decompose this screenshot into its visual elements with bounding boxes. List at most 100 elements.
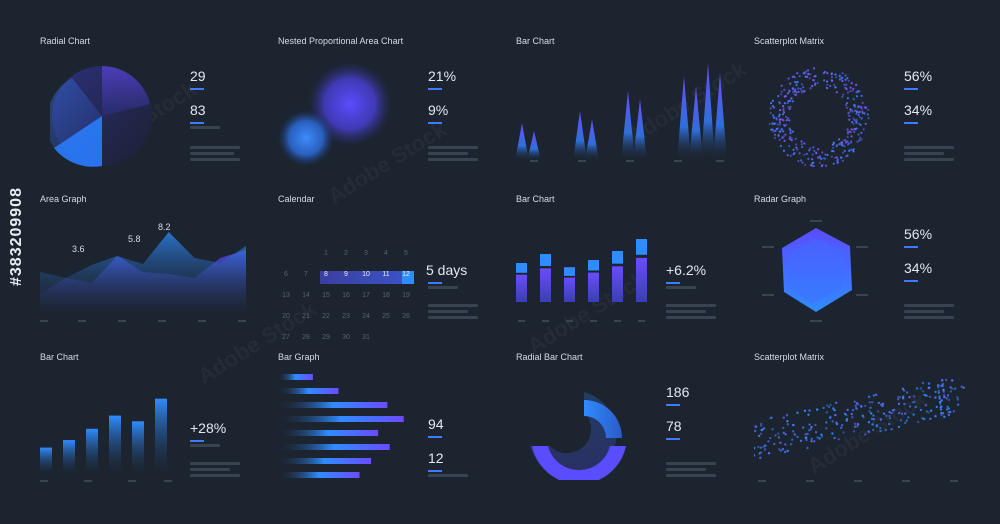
scatter-point — [953, 387, 957, 390]
scatter-point — [775, 117, 778, 120]
calendar-day[interactable]: 29 — [322, 334, 330, 341]
scatter-point — [823, 79, 826, 82]
bar — [588, 272, 599, 302]
calendar-day[interactable]: 10 — [362, 271, 370, 278]
calendar-day[interactable]: 20 — [282, 313, 290, 320]
scatter-point — [956, 398, 960, 401]
calendar-day[interactable]: 25 — [382, 313, 390, 320]
axis-tick — [810, 220, 822, 222]
calendar-day[interactable]: 23 — [342, 313, 350, 320]
stat-value: 29 — [190, 68, 206, 84]
scatter-point — [881, 402, 885, 405]
placeholder-line — [904, 146, 954, 149]
scatter-point — [860, 107, 863, 110]
calendar-day[interactable]: 11 — [382, 271, 390, 278]
scatter-point — [872, 394, 876, 397]
nested-area-panel: Nested Proportional Area Chart 21% 9% — [278, 36, 516, 196]
calendar-day[interactable]: 8 — [324, 271, 328, 278]
stat-underline — [190, 122, 204, 124]
scatter-point — [867, 421, 871, 424]
scatter-point — [852, 117, 855, 120]
axis-tick — [78, 320, 86, 322]
scatter-point — [794, 137, 797, 140]
calendar-day[interactable]: 9 — [344, 271, 348, 278]
scatter-point — [782, 135, 785, 138]
scatter-point — [818, 161, 821, 164]
calendar-selection — [320, 271, 414, 284]
calendar-day[interactable]: 2 — [344, 250, 348, 257]
scatter-point — [783, 88, 786, 91]
scatter-point — [810, 437, 813, 441]
calendar-day[interactable]: 14 — [302, 292, 310, 299]
scatter-point — [754, 446, 756, 450]
calendar-day[interactable]: 19 — [402, 292, 410, 299]
calendar-day[interactable]: 28 — [302, 334, 310, 341]
calendar-day[interactable]: 15 — [322, 292, 330, 299]
scatter-point — [840, 426, 843, 429]
calendar-day[interactable]: 6 — [284, 271, 288, 278]
calendar-day[interactable]: 16 — [342, 292, 350, 299]
scatter-point — [934, 415, 937, 418]
scatter-point — [877, 401, 880, 405]
bar — [40, 447, 52, 474]
calendar-day[interactable]: 21 — [302, 313, 310, 320]
axis-tick — [854, 480, 862, 482]
calendar-day[interactable]: 31 — [362, 334, 370, 341]
scatter-point — [934, 390, 937, 394]
scatter-point — [844, 78, 847, 81]
calendar-day[interactable]: 24 — [362, 313, 370, 320]
calendar-day[interactable]: 26 — [402, 313, 410, 320]
calendar-day[interactable]: 12 — [402, 271, 410, 278]
calendar-day[interactable]: 27 — [282, 334, 290, 341]
scatter-point — [813, 149, 816, 152]
calendar-day[interactable]: 3 — [364, 250, 368, 257]
scatter-point — [870, 417, 874, 421]
calendar-day[interactable]: 1 — [324, 250, 328, 257]
calendar-day[interactable]: 7 — [304, 271, 308, 278]
scatter-point — [831, 432, 834, 435]
scatter-point — [826, 72, 829, 75]
scatter-point — [841, 159, 844, 162]
scatter-point — [869, 406, 872, 409]
scatter-point — [801, 145, 804, 149]
scatter-point — [763, 448, 767, 451]
panel-title: Radial Bar Chart — [516, 352, 583, 362]
scatter-point — [943, 415, 946, 418]
calendar-day[interactable]: 18 — [382, 292, 390, 299]
calendar-day[interactable]: 4 — [384, 250, 388, 257]
placeholder-line — [666, 286, 696, 289]
placeholder-line — [904, 152, 944, 155]
scatter-point — [941, 383, 944, 386]
bar-chart-bottom — [40, 398, 167, 474]
scatter-point — [850, 135, 853, 138]
calendar-day[interactable]: 30 — [342, 334, 350, 341]
scatter-point — [843, 83, 846, 86]
scatter-point — [820, 157, 823, 160]
calendar-day[interactable]: 17 — [362, 292, 370, 299]
spike-bar — [516, 123, 529, 161]
panel-title: Scatterplot Matrix — [754, 352, 825, 362]
placeholder-line — [904, 158, 954, 161]
calendar-day[interactable]: 13 — [282, 292, 290, 299]
scatter-point — [949, 410, 952, 414]
scatter-point — [825, 427, 828, 430]
calendar-day[interactable]: 22 — [322, 313, 330, 320]
horizontal-bar — [278, 430, 379, 436]
scatter-point — [808, 73, 812, 76]
scatter-point — [832, 407, 835, 410]
scatter-point — [852, 87, 855, 90]
spike-bar — [633, 99, 647, 161]
scatter-point — [779, 449, 782, 452]
scatter-point — [841, 79, 844, 83]
scatter-point — [858, 115, 861, 119]
scatter-point — [842, 151, 845, 154]
scatter-point — [870, 412, 873, 415]
scatter-point — [826, 87, 829, 90]
scatter-point — [888, 410, 891, 414]
scatter-point — [824, 164, 828, 167]
pie-slice — [50, 78, 102, 148]
scatter-point — [852, 150, 855, 153]
calendar-day[interactable]: 5 — [404, 250, 408, 257]
scatter-point — [841, 72, 844, 75]
scatter-point — [875, 424, 879, 427]
